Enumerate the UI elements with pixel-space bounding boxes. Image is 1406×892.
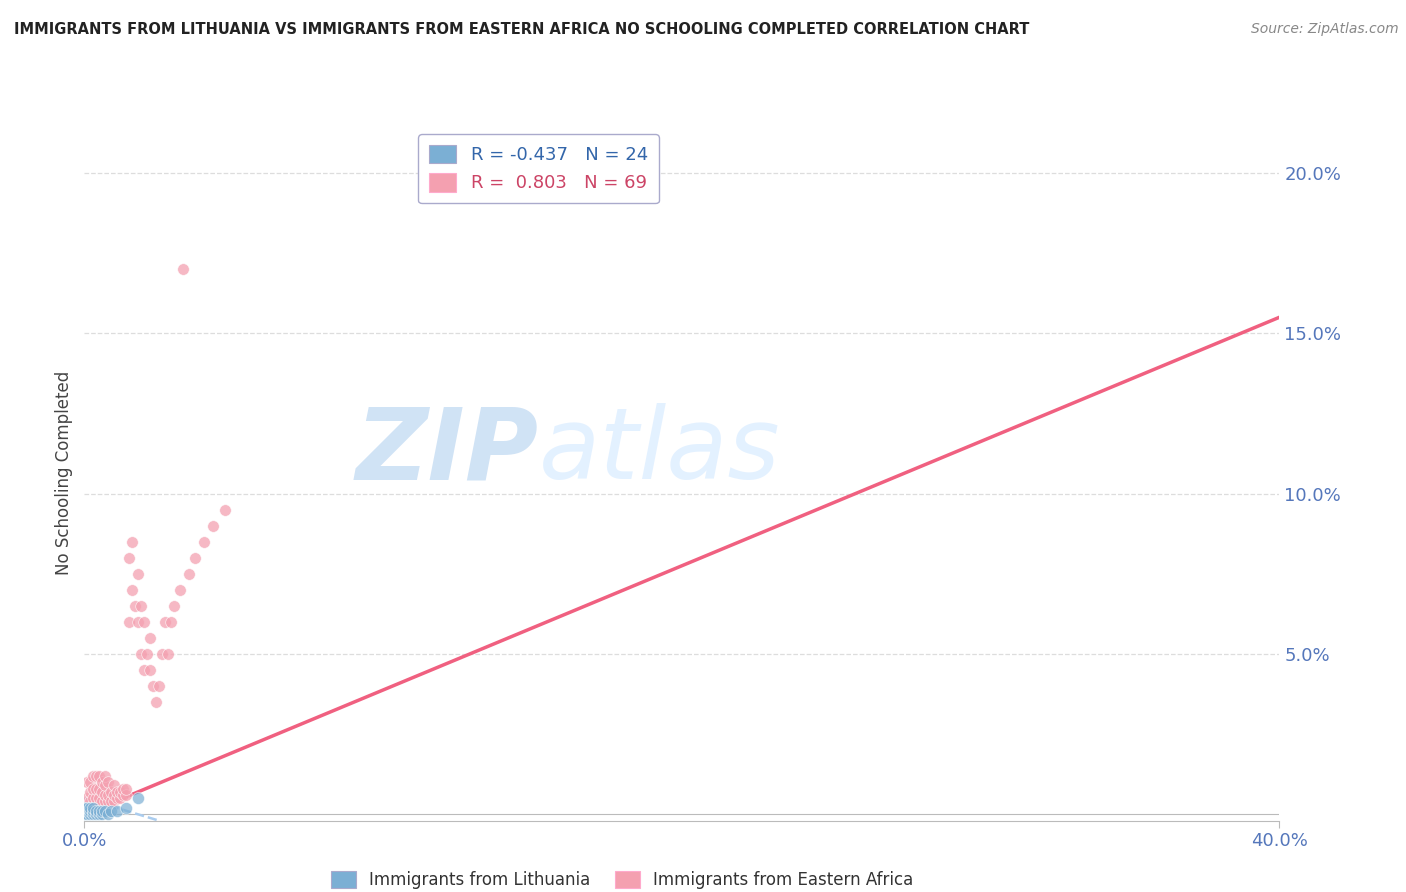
Point: [82, 791, 104, 805]
Point: [115, 781, 138, 796]
Point: [91, 807, 114, 822]
Point: [110, 785, 132, 799]
Point: [160, 615, 183, 629]
Point: [89, 791, 111, 805]
Point: [89, 797, 111, 812]
Point: [103, 788, 125, 802]
Point: [82, 804, 104, 818]
Point: [121, 534, 143, 549]
Point: [86, 797, 108, 812]
Text: ZIP: ZIP: [356, 403, 538, 500]
Point: [169, 582, 191, 597]
Point: [142, 679, 165, 693]
Point: [103, 794, 125, 808]
Point: [136, 647, 159, 661]
Point: [112, 781, 135, 796]
Point: [94, 804, 117, 818]
Point: [79, 807, 101, 822]
Point: [110, 791, 132, 805]
Point: [73, 804, 96, 818]
Point: [76, 791, 98, 805]
Point: [76, 804, 98, 818]
Point: [177, 566, 200, 581]
Point: [82, 797, 104, 812]
Point: [127, 791, 149, 805]
Point: [193, 534, 215, 549]
Point: [139, 663, 162, 677]
Text: atlas: atlas: [538, 403, 780, 500]
Point: [91, 775, 114, 789]
Point: [112, 788, 135, 802]
Point: [94, 778, 117, 792]
Point: [214, 502, 236, 516]
Point: [82, 781, 104, 796]
Point: [86, 781, 108, 796]
Point: [172, 262, 194, 277]
Point: [76, 807, 98, 822]
Point: [94, 794, 117, 808]
Point: [86, 807, 108, 822]
Point: [82, 801, 104, 815]
Point: [82, 769, 104, 783]
Point: [73, 807, 96, 822]
Point: [79, 775, 101, 789]
Point: [118, 615, 141, 629]
Point: [115, 801, 138, 815]
Point: [73, 801, 96, 815]
Point: [157, 647, 180, 661]
Point: [97, 775, 120, 789]
Y-axis label: No Schooling Completed: No Schooling Completed: [55, 371, 73, 574]
Point: [121, 582, 143, 597]
Point: [127, 566, 149, 581]
Point: [132, 663, 156, 677]
Point: [97, 794, 120, 808]
Point: [105, 785, 128, 799]
Point: [76, 775, 98, 789]
Point: [184, 550, 207, 565]
Legend: Immigrants from Lithuania, Immigrants from Eastern Africa: Immigrants from Lithuania, Immigrants fr…: [323, 864, 921, 892]
Point: [79, 785, 101, 799]
Point: [132, 615, 156, 629]
Text: Source: ZipAtlas.com: Source: ZipAtlas.com: [1251, 22, 1399, 37]
Point: [201, 518, 224, 533]
Point: [139, 631, 162, 645]
Point: [97, 788, 120, 802]
Point: [127, 615, 149, 629]
Point: [76, 801, 98, 815]
Point: [79, 804, 101, 818]
Point: [94, 788, 117, 802]
Point: [103, 778, 125, 792]
Point: [115, 788, 138, 802]
Point: [79, 794, 101, 808]
Point: [97, 807, 120, 822]
Point: [148, 679, 170, 693]
Point: [91, 804, 114, 818]
Point: [89, 769, 111, 783]
Point: [79, 801, 101, 815]
Point: [86, 769, 108, 783]
Point: [145, 695, 167, 709]
Point: [82, 807, 104, 822]
Point: [89, 804, 111, 818]
Point: [105, 791, 128, 805]
Point: [129, 599, 152, 613]
Text: IMMIGRANTS FROM LITHUANIA VS IMMIGRANTS FROM EASTERN AFRICA NO SCHOOLING COMPLET: IMMIGRANTS FROM LITHUANIA VS IMMIGRANTS …: [14, 22, 1029, 37]
Point: [91, 785, 114, 799]
Point: [86, 791, 108, 805]
Point: [89, 781, 111, 796]
Point: [91, 794, 114, 808]
Point: [150, 647, 173, 661]
Point: [100, 794, 122, 808]
Point: [153, 615, 176, 629]
Point: [118, 550, 141, 565]
Point: [94, 769, 117, 783]
Point: [124, 599, 146, 613]
Point: [100, 785, 122, 799]
Point: [129, 647, 152, 661]
Point: [89, 807, 111, 822]
Point: [86, 804, 108, 818]
Point: [100, 804, 122, 818]
Point: [163, 599, 186, 613]
Point: [105, 804, 128, 818]
